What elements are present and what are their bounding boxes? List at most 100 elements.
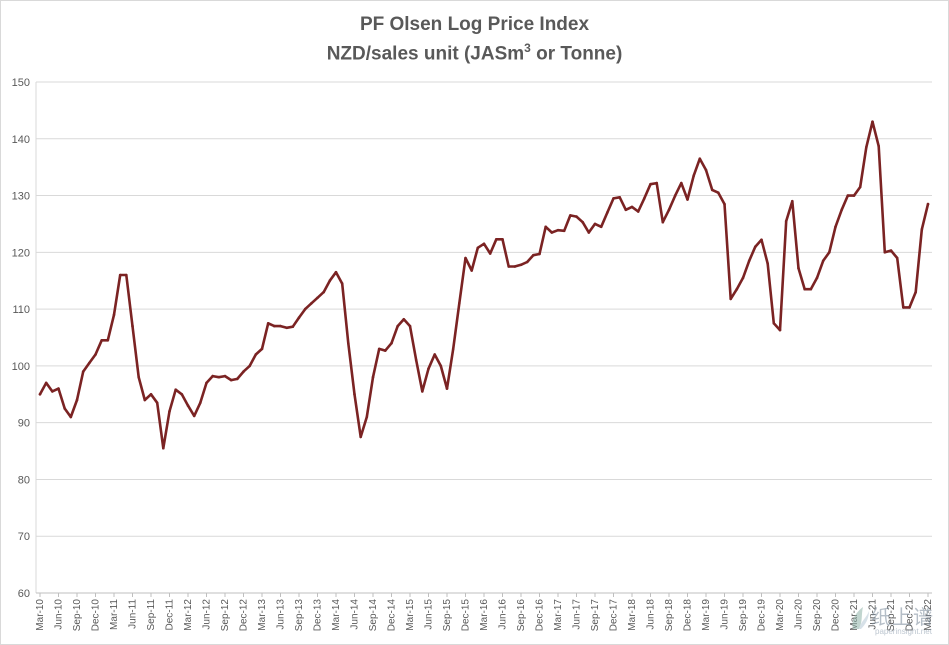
x-tick-label: Mar-22 (923, 599, 934, 631)
x-tick-label: Sep-21 (886, 599, 897, 632)
data-point (137, 375, 140, 379)
x-tick-label: Mar-21 (849, 599, 860, 631)
x-tick-label: Jun-20 (794, 599, 805, 630)
data-point (840, 208, 843, 212)
data-point (211, 374, 214, 378)
data-point (710, 188, 714, 192)
data-point (717, 191, 720, 194)
data-point (575, 215, 578, 218)
x-tick-label: Dec-16 (535, 599, 546, 632)
data-point (914, 290, 917, 294)
data-point (519, 263, 523, 267)
data-point (390, 341, 393, 345)
watermark-logo-icon (852, 607, 869, 629)
data-point (279, 324, 282, 328)
axes (35, 82, 932, 594)
data-point (784, 219, 788, 223)
data-point (285, 326, 289, 330)
x-tick-label: Sep-17 (590, 599, 601, 632)
data-point (680, 181, 683, 185)
data-point (310, 302, 313, 305)
x-tick-label: Mar-18 (627, 599, 638, 631)
data-point (865, 146, 868, 149)
y-tick-label: 140 (12, 134, 30, 146)
data-point (630, 205, 634, 209)
data-point (112, 313, 116, 317)
data-point (445, 387, 449, 390)
data-point (636, 210, 640, 213)
x-tick-label: Mar-13 (257, 599, 268, 631)
y-tick-label: 100 (12, 361, 30, 373)
data-point (217, 375, 221, 379)
x-tick-label: Mar-10 (35, 599, 46, 631)
data-point (384, 349, 387, 352)
x-tick-label: Sep-18 (664, 599, 675, 632)
x-tick-label: Mar-16 (479, 599, 490, 631)
data-point (63, 407, 66, 410)
data-point (538, 252, 541, 256)
x-tick-label: Sep-13 (294, 599, 305, 632)
data-point (402, 318, 406, 321)
data-point (427, 367, 430, 371)
data-point (723, 202, 726, 206)
data-point (396, 324, 400, 328)
data-point (186, 404, 190, 407)
data-point (303, 307, 307, 311)
data-point (655, 181, 658, 185)
data-point (877, 144, 880, 148)
y-axis-ticks: 60 70 80 90 100 110 120 130 140 150 (12, 77, 30, 600)
data-point (735, 287, 739, 291)
data-point (439, 364, 443, 368)
data-point (791, 199, 794, 203)
data-point (131, 324, 134, 328)
data-point (248, 364, 251, 368)
y-tick-label: 130 (12, 191, 30, 203)
data-point (883, 251, 887, 254)
data-point (106, 339, 110, 342)
data-point (359, 435, 363, 439)
chart-title: PF Olsen Log Price Index (359, 14, 590, 35)
data-point (692, 174, 695, 177)
data-point (149, 393, 153, 396)
data-point (926, 202, 930, 206)
data-point (94, 353, 97, 356)
data-point (482, 242, 486, 246)
x-tick-label: Mar-20 (775, 599, 786, 631)
x-tick-label: Sep-14 (368, 599, 379, 632)
x-tick-label: Dec-20 (831, 599, 842, 632)
x-tick-label: Dec-11 (165, 599, 176, 631)
data-point (618, 196, 621, 199)
y-tick-label: 90 (18, 418, 30, 430)
data-point (69, 415, 73, 419)
x-tick-label: Jun-19 (720, 599, 731, 630)
x-tick-label: Jun-13 (276, 599, 287, 630)
data-point (754, 245, 757, 248)
data-point (291, 325, 295, 329)
data-point (470, 269, 474, 272)
data-point (223, 374, 227, 378)
data-point (772, 322, 776, 325)
data-point (513, 265, 517, 268)
data-point (556, 228, 560, 232)
data-point (451, 347, 455, 351)
data-point (698, 157, 702, 160)
data-point (100, 339, 103, 342)
data-point (273, 324, 276, 328)
watermark-url: paperinsight.net (875, 627, 932, 636)
data-point (587, 231, 591, 234)
data-point (803, 287, 806, 291)
watermark-text: 纸上谱 (871, 605, 934, 629)
data-point (322, 290, 326, 294)
y-tick-label: 110 (12, 304, 30, 316)
data-point (704, 168, 708, 172)
data-point (476, 246, 480, 250)
x-tick-label: Dec-12 (239, 599, 250, 632)
data-point (414, 358, 418, 362)
x-tick-label: Sep-11 (146, 599, 157, 631)
data-point (334, 270, 338, 274)
data-point (834, 225, 837, 229)
data-point (747, 259, 751, 263)
data-point (606, 211, 609, 214)
x-tick-label: Sep-16 (516, 599, 527, 632)
data-point (643, 197, 646, 200)
